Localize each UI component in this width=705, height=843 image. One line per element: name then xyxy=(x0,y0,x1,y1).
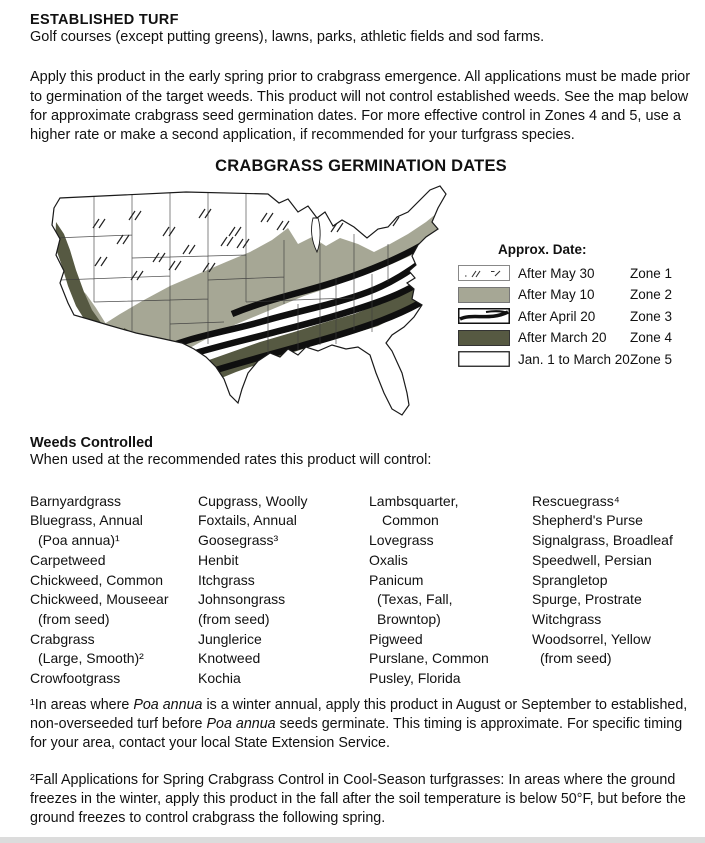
legend-date: After May 30 xyxy=(518,265,595,281)
weeds-column-1: Barnyardgrass Bluegrass, Annual (Poa ann… xyxy=(30,492,198,689)
legend-row-zone-3: After April 20 Zone 3 xyxy=(458,305,672,327)
weed-item: Cupgrass, Woolly xyxy=(198,492,308,509)
zone-4-dark-swatch-icon xyxy=(458,329,510,346)
zone-1-hatch-swatch-icon xyxy=(458,265,510,282)
weed-item: Panicum xyxy=(369,571,424,588)
weed-item: Spurge, Prostrate xyxy=(532,591,642,608)
weed-item: Crowfootgrass xyxy=(30,670,121,687)
zone-2-sage-swatch-icon xyxy=(458,286,510,303)
weed-item: Kochia xyxy=(198,670,241,687)
weed-item: (from seed) xyxy=(198,611,270,627)
weed-item: Woodsorrel, Yellow xyxy=(532,630,651,647)
weeds-list: Barnyardgrass Bluegrass, Annual (Poa ann… xyxy=(30,492,691,689)
weed-item: Goosegrass³ xyxy=(198,532,279,549)
lake-michigan xyxy=(311,218,321,254)
weed-item: Witchgrass xyxy=(532,611,602,627)
weed-item: Knotweed xyxy=(198,650,261,667)
legend-row-zone-5: Jan. 1 to March 20 Zone 5 xyxy=(458,348,672,370)
footnote-1-italic: Poa annua xyxy=(206,716,276,733)
weeds-controlled-intro: When used at the recommended rates this … xyxy=(30,452,432,469)
legend-heading: Approx. Date: xyxy=(498,242,587,258)
weeds-controlled-heading: Weeds Controlled xyxy=(30,435,153,452)
weed-item: Johnsongrass xyxy=(198,591,286,608)
legend-zone: Zone 2 xyxy=(630,287,673,303)
footnote-1-text: seeds germinate. This timing is approxim… xyxy=(30,716,683,752)
weed-item: Lovegrass xyxy=(369,532,434,549)
legend-row-zone-1: After May 30 Zone 1 xyxy=(458,262,672,284)
footnote-1-italic: Poa annua xyxy=(133,696,203,713)
legend-date: Jan. 1 to March 20 xyxy=(518,351,630,367)
weed-item: Chickweed, Common xyxy=(30,571,164,588)
page-bottom-edge xyxy=(0,837,705,843)
weed-item: Sprangletop xyxy=(532,571,608,588)
weed-item: Pigweed xyxy=(369,630,423,647)
state-borders xyxy=(53,193,389,359)
weed-item: Lambsquarter, xyxy=(369,492,459,509)
map-legend: Approx. Date: After May 30 Zone 1 After … xyxy=(458,242,672,370)
weed-item: Henbit xyxy=(198,551,239,568)
footnote-1-text: ¹In areas where xyxy=(30,696,134,713)
weed-item: Browntop) xyxy=(377,611,441,627)
weed-item: Foxtails, Annual xyxy=(198,512,297,529)
map-title: CRABGRASS GERMINATION DATES xyxy=(215,157,507,176)
weed-item: (Large, Smooth)² xyxy=(38,650,144,667)
weed-item: Common xyxy=(382,512,439,529)
zone-3-stripe-swatch-icon xyxy=(458,308,510,325)
legend-date: After May 10 xyxy=(518,287,595,303)
weed-item: Crabgrass xyxy=(30,630,95,647)
section-subheading: Golf courses (except putting greens), la… xyxy=(30,29,545,45)
us-map xyxy=(51,185,447,417)
legend-row-zone-4: After March 20 Zone 4 xyxy=(458,327,672,349)
weed-item: Signalgrass, Broadleaf xyxy=(532,532,673,549)
weed-item: Itchgrass xyxy=(198,571,255,588)
legend-date: After April 20 xyxy=(518,308,596,324)
legend-date: After March 20 xyxy=(518,330,607,346)
section-heading: ESTABLISHED TURF xyxy=(30,12,179,28)
weeds-column-2: Cupgrass, Woolly Foxtails, Annual Gooseg… xyxy=(198,492,369,689)
legend-zone: Zone 3 xyxy=(630,308,673,324)
weed-item: (Poa annua)¹ xyxy=(38,532,120,549)
weed-item: Oxalis xyxy=(369,551,408,568)
zone-5-white-swatch-icon xyxy=(458,351,510,368)
weed-item: Speedwell, Persian xyxy=(532,551,652,568)
legend-zone: Zone 4 xyxy=(630,330,673,346)
legend-row-zone-2: After May 10 Zone 2 xyxy=(458,284,672,306)
weed-item: Barnyardgrass xyxy=(30,492,122,509)
weed-item: Carpetweed xyxy=(30,551,106,568)
weed-item: Rescuegrass⁴ xyxy=(532,492,620,509)
zone-2-region xyxy=(98,204,446,373)
weed-item: Bluegrass, Annual xyxy=(30,512,143,529)
us-outline-stroke xyxy=(51,185,447,417)
footnote-1: ¹In areas where Poa annua is a winter an… xyxy=(30,696,691,754)
weed-item: (Texas, Fall, xyxy=(377,591,453,608)
footnote-2: ²Fall Applications for Spring Crabgrass … xyxy=(30,771,686,827)
weed-item: (from seed) xyxy=(540,650,612,667)
zone-4-california-strip xyxy=(55,222,102,325)
weed-item: Pusley, Florida xyxy=(369,670,461,687)
legend-zone: Zone 1 xyxy=(630,265,673,281)
germination-map-figure: CRABGRASS GERMINATION DATES xyxy=(30,154,691,430)
weed-item: (from seed) xyxy=(38,611,110,627)
weeds-column-4: Rescuegrass⁴ Shepherd's Purse Signalgras… xyxy=(532,492,691,689)
weed-item: Chickweed, Mouseear xyxy=(30,591,169,608)
weed-item: Purslane, Common xyxy=(369,650,489,667)
legend-zone: Zone 5 xyxy=(630,351,673,367)
application-instructions: Apply this product in the early spring p… xyxy=(30,69,691,144)
weed-item: Junglerice xyxy=(198,630,262,647)
weed-item: Shepherd's Purse xyxy=(532,512,643,529)
footnote-1-text: is a winter annual, apply this product i… xyxy=(30,696,688,733)
weeds-column-3: Lambsquarter, Common Lovegrass Oxalis Pa… xyxy=(369,492,532,689)
